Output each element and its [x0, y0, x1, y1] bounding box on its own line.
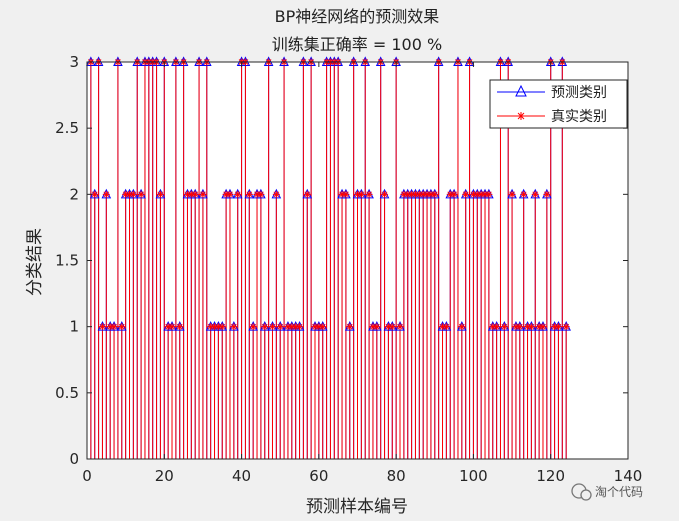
y-tick-label: 3 [69, 53, 79, 71]
true-point [543, 190, 551, 198]
true-point [373, 323, 381, 331]
legend-true-marker [517, 112, 525, 120]
true-point [303, 190, 311, 198]
chart-subtitle: 训练集正确率 = 100 % [272, 35, 442, 54]
true-point [230, 323, 238, 331]
legend-predicted-marker [515, 84, 527, 97]
true-point [98, 323, 106, 331]
legend-true-label: 真实类别 [551, 109, 607, 125]
true-point [268, 323, 276, 331]
true-point [272, 190, 280, 198]
true-point [176, 323, 184, 331]
true-point [539, 323, 547, 331]
true-point [319, 323, 327, 331]
true-point [381, 190, 389, 198]
true-point [199, 190, 207, 198]
y-tick-label: 0 [69, 450, 79, 468]
x-tick-label: 80 [387, 467, 406, 485]
x-tick-label: 120 [536, 467, 565, 485]
true-point [493, 323, 501, 331]
true-series-stems [90, 62, 567, 459]
true-point [234, 190, 242, 198]
true-point [508, 190, 516, 198]
x-tick-label: 40 [232, 467, 251, 485]
x-axis-ticks: 0 20 40 60 80 100 120 140 [82, 62, 642, 485]
true-point [168, 323, 176, 331]
true-point [156, 190, 164, 198]
true-point [450, 190, 458, 198]
true-point [462, 190, 470, 198]
y-tick-label: 2.5 [55, 119, 79, 137]
true-point [388, 323, 396, 331]
true-point [396, 323, 404, 331]
true-point [500, 323, 508, 331]
y-tick-label: 2 [69, 185, 79, 203]
legend: 预测类别 真实类别 [489, 79, 628, 129]
true-point [129, 190, 137, 198]
true-point [296, 323, 304, 331]
true-point [191, 190, 199, 198]
true-point [91, 190, 99, 198]
true-point [245, 190, 253, 198]
x-tick-label: 100 [459, 467, 488, 485]
legend-predicted-label: 预测类别 [551, 85, 607, 101]
true-point [458, 323, 466, 331]
true-point [102, 190, 110, 198]
y-tick-label: 0.5 [55, 384, 79, 402]
x-tick-label: 140 [614, 467, 643, 485]
true-point [431, 190, 439, 198]
true-point [516, 323, 524, 331]
true-point [276, 323, 284, 331]
true-point [554, 323, 562, 331]
true-point [118, 323, 126, 331]
true-point [485, 190, 493, 198]
true-point [346, 323, 354, 331]
x-tick-label: 20 [155, 467, 174, 485]
watermark: 淘个代码 [571, 483, 643, 501]
chart-title: BP神经网络的预测效果 [275, 7, 440, 26]
true-point [357, 190, 365, 198]
y-axis-label: 分类结果 [25, 228, 45, 296]
true-point [226, 190, 234, 198]
true-point [137, 190, 145, 198]
watermark-label: 淘个代码 [595, 485, 643, 499]
true-point [442, 323, 450, 331]
x-axis-label: 预测样本编号 [306, 497, 408, 517]
true-point [527, 323, 535, 331]
x-tick-label: 0 [82, 467, 92, 485]
true-point [261, 323, 269, 331]
true-point [365, 190, 373, 198]
true-point [531, 190, 539, 198]
true-point [342, 190, 350, 198]
x-tick-label: 60 [309, 467, 328, 485]
true-point [218, 323, 226, 331]
y-axis-ticks: 0 0.5 1 1.5 2 2.5 3 [55, 53, 628, 468]
true-point [520, 190, 528, 198]
true-point [562, 323, 570, 331]
true-point [249, 323, 257, 331]
true-point [257, 190, 265, 198]
y-tick-label: 1.5 [55, 252, 79, 270]
y-tick-label: 1 [69, 318, 79, 336]
true-point [110, 323, 118, 331]
legend-box [489, 79, 628, 129]
